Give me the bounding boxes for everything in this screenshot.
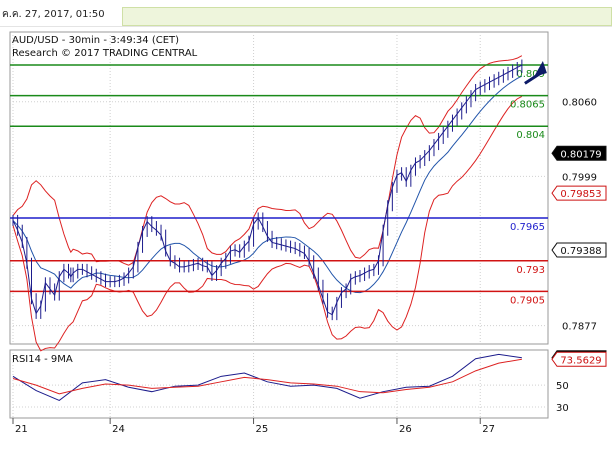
moving-average-line: [12, 75, 523, 294]
rsi-tag-73.5629-box: [551, 351, 607, 367]
key-levels: 0.809 0.8065 0.804 0.7965 0.793 0.7905: [10, 64, 548, 306]
price-tag-0.8060: 0.8060: [562, 98, 597, 109]
x-tick-24: 24: [112, 424, 125, 435]
axis-price-tags: 0.8060 0.80179 0.7999 0.79853 0.79388 0.7877 7…: [551, 98, 607, 367]
forecast-arrow: [524, 61, 547, 85]
level-label-0.809: 0.809: [516, 69, 545, 80]
rsi-plot-frame: [9, 349, 549, 419]
price-tag-0.79853-box: [551, 185, 607, 201]
level-label-0.7965: 0.7965: [510, 222, 545, 233]
bollinger-upper: [12, 55, 523, 266]
rsi-tick-30: 30: [556, 403, 569, 414]
rsi-title: RSI14 - 9MA: [12, 354, 73, 365]
level-label-0.8065: 0.8065: [510, 100, 545, 111]
rsi-lines: 50 30: [12, 353, 569, 414]
level-label-0.7905: 0.7905: [510, 295, 545, 306]
rsi-series-RSI14: [12, 353, 522, 402]
price-tag-0.7877: 0.7877: [562, 322, 597, 333]
moving-average: [12, 75, 523, 294]
price-tag-0.79388: 0.79388: [560, 246, 601, 257]
price-tag-0.80179: 0.80179: [560, 149, 601, 160]
x-axis-ticks: 21 24 25 26 27: [12, 418, 495, 435]
main-plot-frame: [9, 31, 549, 345]
grid-lines: [10, 32, 548, 418]
bollinger-bands: [12, 55, 523, 352]
rsi-tag-73.5629: 73.5629: [560, 355, 601, 366]
rsi-series-9MA: [12, 358, 522, 395]
price-tag-0.79853: 0.79853: [560, 189, 601, 200]
level-label-0.804: 0.804: [516, 130, 545, 141]
x-tick-26: 26: [399, 424, 412, 435]
header-bar: ค.ค. 27, 2017, 01:50: [0, 0, 612, 27]
price-close-line: [12, 64, 523, 316]
chart-title: AUD/USD - 30min - 3:49:34 (CET): [12, 35, 179, 46]
x-tick-21: 21: [15, 424, 28, 435]
price-series: [12, 59, 523, 321]
price-tag-0.80179-box: [551, 145, 607, 161]
forecast-arrow-head: [533, 61, 547, 78]
x-tick-27: 27: [482, 424, 495, 435]
x-tick-25: 25: [256, 424, 269, 435]
price-tag-0.7999: 0.7999: [562, 172, 597, 183]
chart-datetime: ค.ค. 27, 2017, 01:50: [2, 9, 105, 20]
price-tag-0.79388-box: [551, 242, 607, 258]
level-label-0.793: 0.793: [516, 265, 545, 276]
rsi-tick-50: 50: [556, 381, 569, 392]
chart-subtitle: Research © 2017 TRADING CENTRAL: [12, 48, 198, 59]
bollinger-lower: [12, 95, 523, 352]
